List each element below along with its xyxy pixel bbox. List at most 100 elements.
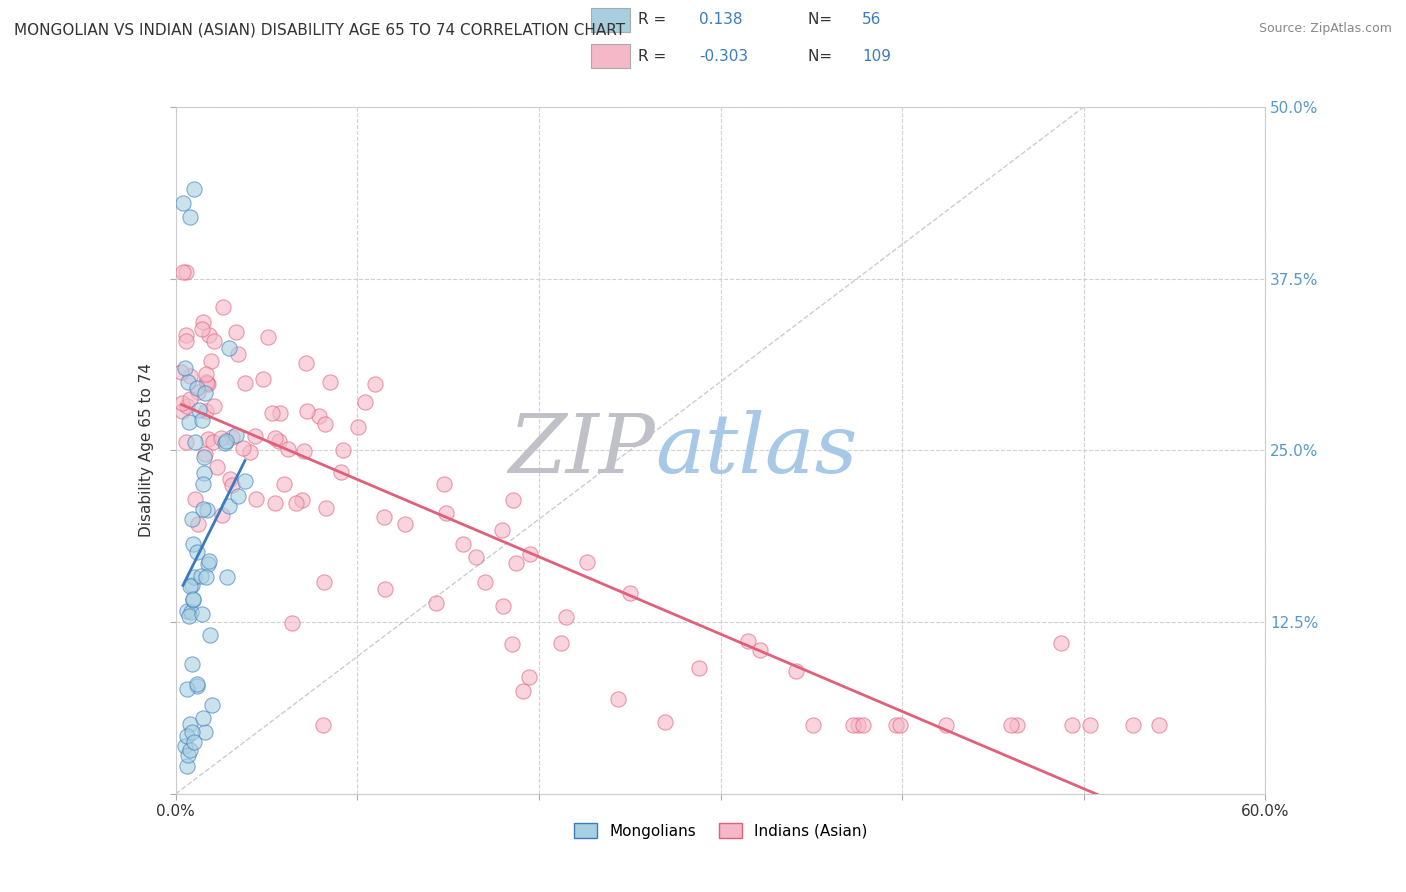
Point	[201, 434, 224, 449]
Point	[179, 368, 201, 383]
Point	[332, 442, 354, 457]
Point	[221, 478, 243, 492]
Point	[191, 711, 214, 725]
Point	[851, 718, 873, 732]
Point	[195, 403, 218, 417]
Point	[501, 637, 523, 651]
Text: N=: N=	[807, 12, 837, 28]
Point	[198, 327, 221, 342]
Point	[1000, 718, 1022, 732]
Point	[195, 376, 218, 391]
Point	[179, 415, 201, 429]
Point	[218, 472, 240, 486]
Point	[554, 610, 576, 624]
Point	[195, 502, 218, 516]
Point	[354, 395, 377, 409]
Point	[273, 476, 295, 491]
FancyBboxPatch shape	[591, 7, 630, 32]
Point	[190, 321, 212, 335]
Point	[264, 496, 287, 510]
Point	[181, 725, 204, 739]
Point	[217, 570, 239, 584]
Point	[315, 500, 337, 515]
Point	[191, 477, 214, 491]
Point	[575, 555, 598, 569]
Point	[183, 182, 205, 196]
Point	[550, 636, 572, 650]
Point	[197, 554, 219, 568]
Legend: Mongolians, Indians (Asian): Mongolians, Indians (Asian)	[568, 816, 873, 845]
Point	[184, 435, 207, 450]
Point	[654, 714, 676, 729]
Point	[218, 341, 240, 355]
Point	[451, 537, 474, 551]
Point	[269, 406, 291, 420]
Point	[179, 210, 201, 224]
Point	[394, 516, 416, 531]
Point	[935, 718, 957, 732]
Point	[1122, 718, 1144, 732]
Point	[312, 574, 335, 589]
Point	[176, 605, 198, 619]
Point	[179, 579, 201, 593]
Point	[785, 664, 807, 678]
Point	[512, 683, 534, 698]
Point	[177, 748, 200, 763]
Point	[294, 356, 316, 370]
Point	[195, 367, 218, 381]
Point	[193, 450, 215, 464]
Point	[176, 334, 198, 348]
Point	[619, 585, 641, 599]
Point	[212, 300, 235, 314]
Point	[202, 399, 225, 413]
Point	[502, 492, 524, 507]
Y-axis label: Disability Age 65 to 74: Disability Age 65 to 74	[139, 363, 155, 538]
Point	[257, 329, 280, 343]
Point	[172, 196, 194, 211]
Point	[188, 402, 211, 417]
Point	[190, 569, 212, 583]
Point	[177, 609, 200, 624]
Point	[197, 433, 219, 447]
Point	[884, 718, 907, 732]
Point	[180, 657, 202, 671]
Point	[433, 476, 456, 491]
Point	[181, 512, 204, 526]
Point	[183, 734, 205, 748]
Point	[172, 265, 194, 279]
Text: N=: N=	[807, 48, 837, 63]
Point	[174, 435, 197, 450]
Point	[374, 582, 396, 596]
Point	[464, 550, 486, 565]
Point	[737, 634, 759, 648]
Point	[308, 409, 330, 423]
Point	[749, 642, 772, 657]
Text: Source: ZipAtlas.com: Source: ZipAtlas.com	[1258, 22, 1392, 36]
Point	[172, 396, 194, 410]
Text: MONGOLIAN VS INDIAN (ASIAN) DISABILITY AGE 65 TO 74 CORRELATION CHART: MONGOLIAN VS INDIAN (ASIAN) DISABILITY A…	[14, 22, 626, 37]
Point	[226, 489, 249, 503]
Point	[181, 593, 204, 607]
Point	[1005, 718, 1028, 732]
Point	[1078, 718, 1101, 732]
Point	[291, 493, 314, 508]
Point	[846, 718, 869, 732]
Point	[183, 570, 205, 584]
Point	[187, 384, 209, 399]
Point	[232, 441, 254, 455]
Point	[228, 347, 250, 361]
Point	[491, 524, 513, 538]
Point	[176, 681, 198, 696]
Point	[191, 607, 214, 621]
Point	[200, 354, 222, 368]
Point	[191, 502, 214, 516]
Point	[214, 434, 236, 449]
Point	[221, 430, 243, 444]
Point	[198, 627, 221, 641]
Point	[319, 375, 342, 389]
Point	[285, 496, 308, 510]
Point	[190, 413, 212, 427]
Point	[209, 431, 232, 445]
Text: 0.138: 0.138	[699, 12, 742, 28]
Point	[373, 509, 395, 524]
